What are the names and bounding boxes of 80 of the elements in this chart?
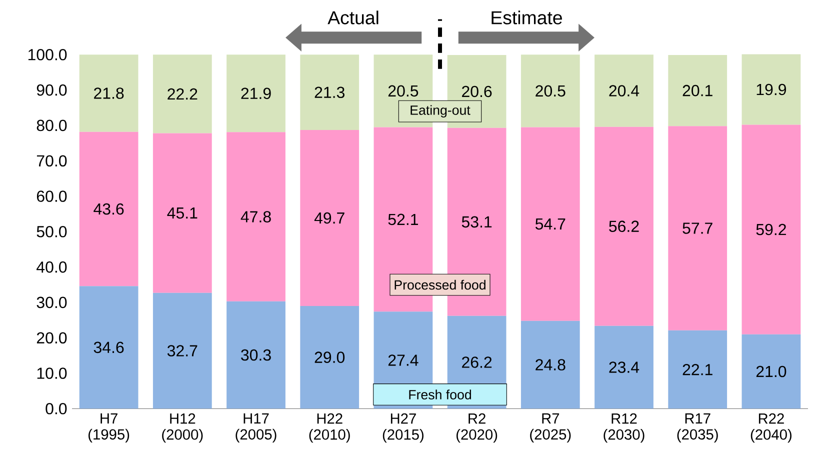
data-label: 57.7	[682, 222, 712, 234]
x-tick-label: R12 (2030)	[604, 413, 644, 443]
y-tick-label: 50.0	[36, 226, 67, 238]
bar	[226, 54, 286, 132]
x-tick-label: H17 (2005)	[236, 413, 276, 442]
y-tick-label: 80.0	[36, 120, 67, 132]
data-label: 23.4	[609, 362, 640, 373]
data-label: 27.4	[388, 354, 418, 366]
bar	[152, 292, 212, 409]
series-label: Fresh food	[409, 390, 472, 400]
y-tick-label: 100.0	[28, 49, 67, 60]
series-label: Processed food	[394, 280, 486, 290]
bar	[594, 126, 654, 326]
bar	[300, 54, 360, 130]
y-tick-label: 40.0	[36, 261, 67, 273]
bar	[226, 301, 286, 409]
x-tick-label: H22 (2010)	[309, 413, 350, 443]
y-tick-label: 70.0	[36, 155, 67, 167]
data-label: 19.9	[756, 84, 786, 96]
text: Estimate	[492, 10, 562, 24]
data-label: 56.2	[609, 220, 639, 232]
data-label: 20.5	[536, 85, 566, 97]
x-tick-label: R22 (2040)	[750, 413, 792, 443]
bar	[226, 132, 286, 302]
y-tick-label: 20.0	[36, 332, 67, 344]
data-label: 21.3	[314, 86, 344, 98]
data-label: 21.9	[241, 88, 271, 100]
bar	[79, 132, 138, 286]
data-label: 52.1	[388, 214, 418, 226]
data-label: 24.8	[536, 359, 566, 370]
bar	[668, 126, 728, 330]
bar	[300, 130, 360, 306]
data-label: 20.4	[609, 85, 640, 96]
data-label: 49.7	[314, 212, 344, 224]
data-label: 20.6	[462, 86, 492, 98]
data-label: 54.7	[535, 218, 566, 230]
bar	[742, 334, 801, 409]
y-tick-label: 30.0	[36, 296, 67, 308]
bar	[152, 54, 212, 134]
data-label: 43.6	[94, 203, 124, 215]
x-tick-label: H7 (1995)	[88, 413, 130, 442]
x-tick-label: R17 (2035)	[677, 413, 718, 442]
x-tick-label: R2 (2020)	[456, 413, 498, 443]
bar	[742, 54, 801, 125]
bar	[520, 127, 580, 321]
y-tick-label: 90.0	[36, 84, 67, 96]
data-label: 45.1	[167, 207, 198, 219]
bar	[520, 54, 580, 128]
x-tick-label: H12 (2000)	[162, 413, 203, 443]
bar	[594, 54, 654, 127]
data-label: 22.2	[168, 88, 198, 100]
bar	[520, 320, 580, 409]
data-label: 21.0	[756, 366, 786, 378]
data-label: 59.2	[756, 224, 786, 236]
bar	[79, 54, 138, 132]
data-label: 53.1	[462, 216, 492, 228]
bar	[668, 55, 728, 126]
bar	[79, 286, 138, 409]
y-tick-label: 10.0	[37, 368, 67, 379]
bar	[300, 306, 360, 409]
series-label: Eating-out	[410, 105, 470, 118]
y-tick-label: 60.0	[36, 190, 67, 202]
data-label: 29.0	[314, 352, 345, 363]
data-label: 34.6	[94, 342, 124, 354]
data-label: 20.5	[388, 85, 418, 97]
data-label: 30.3	[241, 349, 271, 361]
data-label: 20.1	[682, 84, 712, 96]
data-label: 21.8	[94, 88, 124, 99]
bar	[668, 330, 728, 409]
data-label: 47.8	[240, 211, 271, 222]
text: Actual	[328, 10, 378, 24]
data-label: 26.2	[462, 356, 492, 368]
y-tick-label: 0.0	[46, 402, 67, 414]
x-tick-label: H27 (2015)	[382, 413, 424, 443]
bar	[594, 326, 654, 409]
bar	[742, 124, 801, 334]
data-label: 32.7	[167, 345, 198, 356]
x-tick-label: R7 (2025)	[530, 413, 571, 442]
data-label: 22.1	[682, 364, 712, 376]
bar	[152, 133, 212, 293]
